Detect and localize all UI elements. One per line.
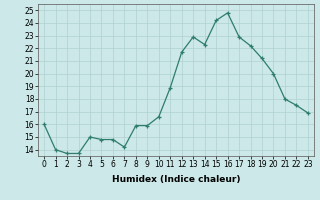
- X-axis label: Humidex (Indice chaleur): Humidex (Indice chaleur): [112, 175, 240, 184]
